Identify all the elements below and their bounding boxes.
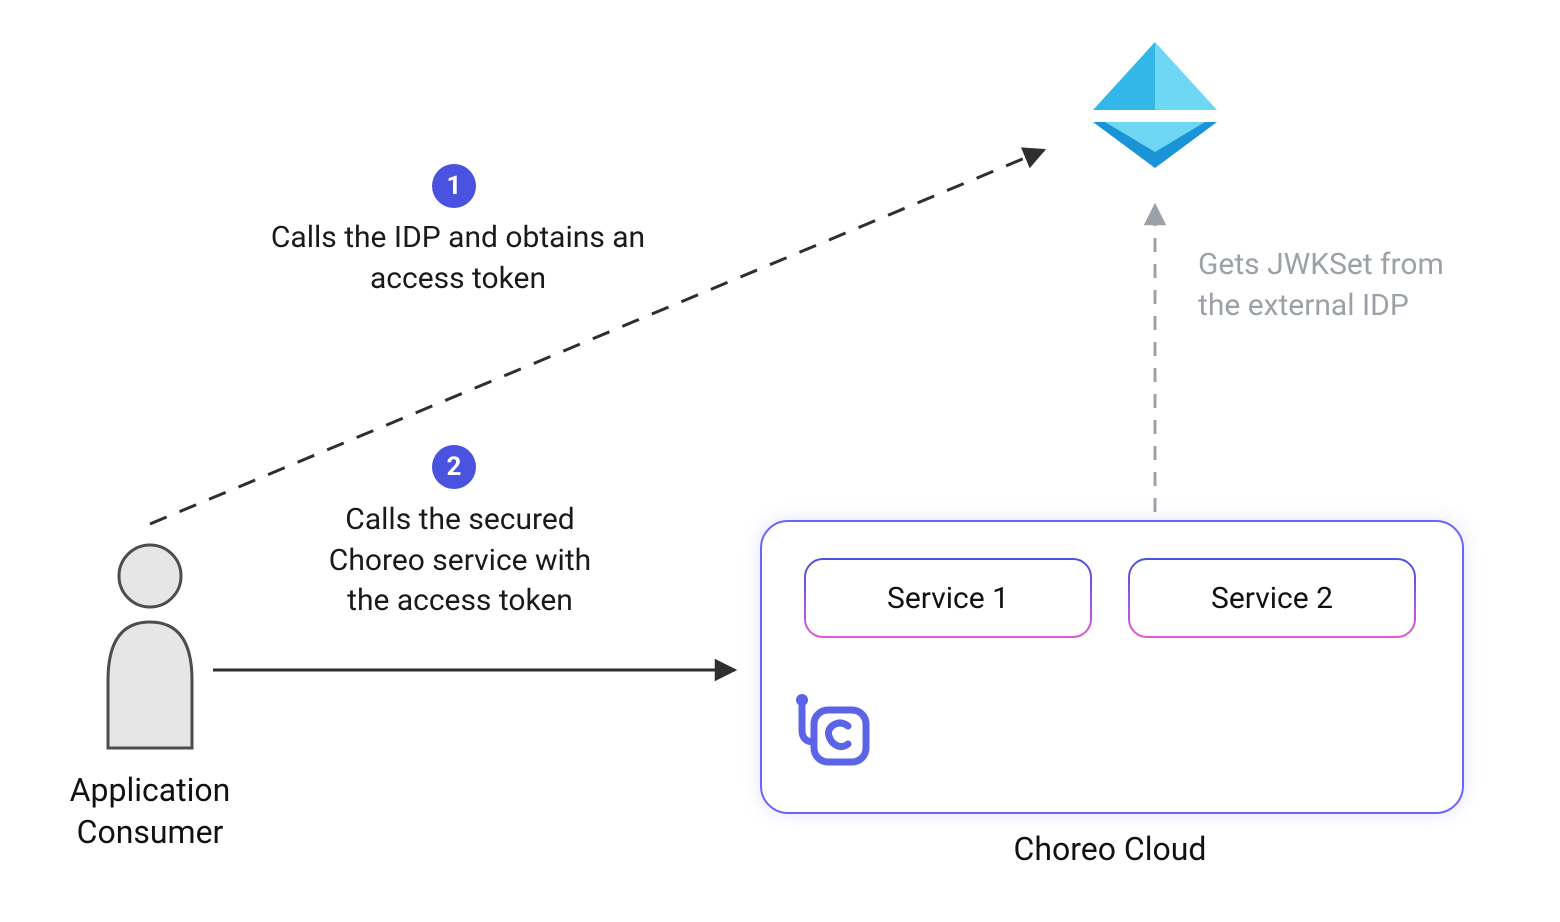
step-badge-1-number: 1 [447,171,462,201]
consumer-label-line2: Consumer [77,813,224,851]
step-2-label-line3: the access token [347,583,573,618]
jwkset-label: Gets JWKSet from the external IDP [1198,245,1498,326]
service-1-box: Service 1 [804,558,1092,638]
consumer-label-line1: Application [70,771,231,809]
consumer-label: Application Consumer [55,770,245,853]
step-2-label-line1: Calls the secured [345,502,574,537]
step-1-label: Calls the IDP and obtains an access toke… [258,218,658,299]
person-icon [100,540,200,755]
service-2-label: Service 2 [1211,581,1333,616]
jwkset-label-line2: the external IDP [1198,288,1409,323]
choreo-cloud-label: Choreo Cloud [1000,830,1220,868]
idp-icon [1085,40,1225,170]
step-badge-1: 1 [432,164,476,208]
service-2-box: Service 2 [1128,558,1416,638]
step-badge-2: 2 [432,445,476,489]
diagram-canvas: Application Consumer 1 Calls the IDP and… [0,0,1560,922]
step-1-label-line2: access token [370,261,546,296]
choreo-cloud-label-text: Choreo Cloud [1014,830,1207,868]
choreo-logo-icon [792,690,870,768]
step-2-label-line2: Choreo service with [329,543,591,578]
step-badge-2-number: 2 [447,452,462,482]
jwkset-label-line1: Gets JWKSet from [1198,247,1444,282]
step-2-label: Calls the secured Choreo service with th… [300,500,620,622]
service-1-label: Service 1 [887,581,1009,616]
step-1-label-line1: Calls the IDP and obtains an [271,220,645,255]
